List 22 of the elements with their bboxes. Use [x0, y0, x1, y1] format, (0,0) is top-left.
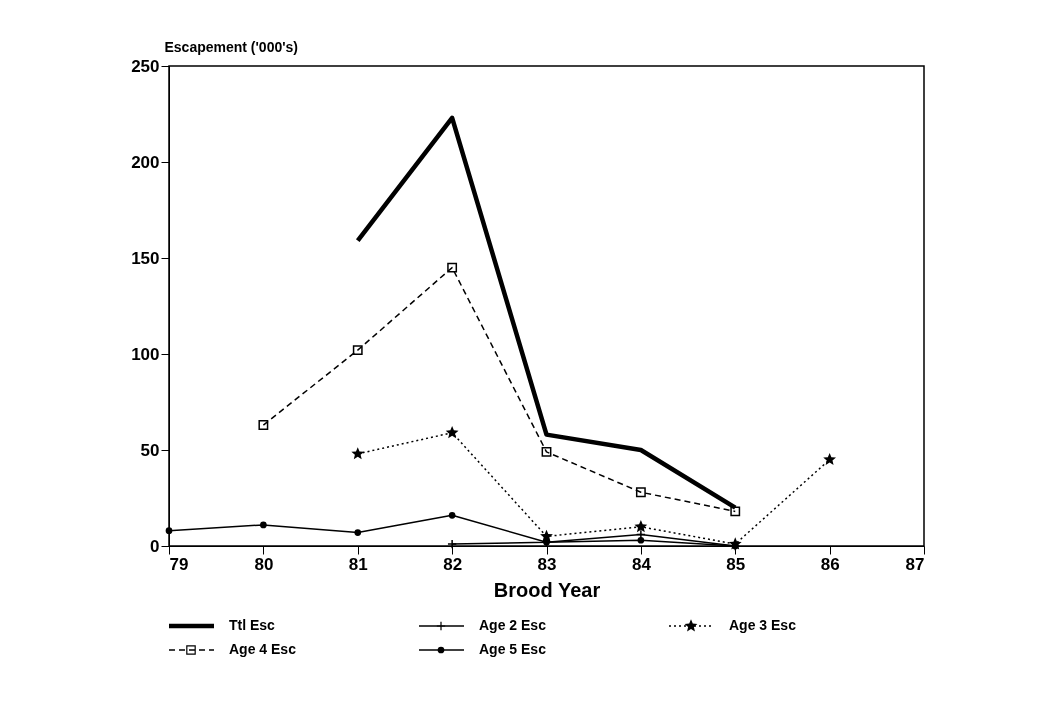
x-tick-label: 87: [905, 554, 925, 574]
x-tick-label: 83: [537, 554, 557, 574]
y-tick-label: 250: [131, 56, 160, 76]
y-tick-label: 150: [131, 248, 160, 268]
y-tick-label: 50: [140, 440, 160, 460]
x-tick-label: 85: [726, 554, 746, 574]
legend-label: Age 4 Esc: [229, 641, 297, 657]
y-tick-label: 100: [131, 344, 160, 364]
legend-label: Age 3 Esc: [729, 617, 797, 633]
legend-label: Age 2 Esc: [479, 617, 547, 633]
y-tick-label: 200: [131, 152, 160, 172]
x-tick-label: 86: [820, 554, 840, 574]
y-tick-label: 0: [150, 536, 160, 556]
x-tick-label: 81: [348, 554, 368, 574]
legend-label: Ttl Esc: [229, 617, 276, 633]
x-tick-label: 80: [254, 554, 274, 574]
legend-label: Age 5 Esc: [479, 641, 547, 657]
y-axis-title: Escapement ('000's): [164, 38, 298, 55]
x-tick-label: 84: [631, 554, 652, 574]
x-axis-title: Brood Year: [493, 578, 601, 601]
x-tick-label: 79: [169, 554, 189, 574]
x-tick-label: 82: [443, 554, 463, 574]
